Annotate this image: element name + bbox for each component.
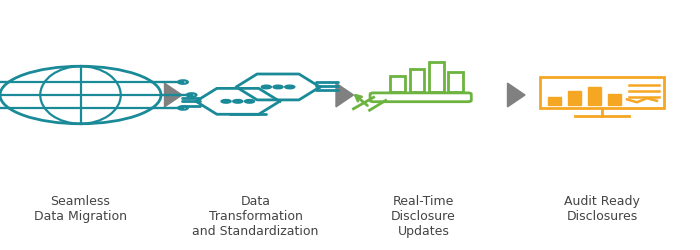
Circle shape	[261, 85, 272, 89]
Bar	[568, 91, 581, 105]
Circle shape	[273, 85, 283, 89]
Text: Audit Ready
Disclosures: Audit Ready Disclosures	[564, 195, 640, 223]
Polygon shape	[336, 83, 354, 107]
Text: Seamless
Data Migration: Seamless Data Migration	[34, 195, 127, 223]
Bar	[540, 78, 664, 108]
Text: Data
Transformation
and Standardization: Data Transformation and Standardization	[193, 195, 318, 238]
Bar	[410, 68, 424, 92]
Text: Real-Time
Disclosure
Updates: Real-Time Disclosure Updates	[391, 195, 456, 238]
Circle shape	[285, 85, 295, 89]
Polygon shape	[164, 83, 182, 107]
Circle shape	[233, 100, 243, 103]
Bar	[588, 86, 601, 105]
Bar	[391, 76, 405, 92]
Circle shape	[244, 100, 255, 103]
Bar	[608, 94, 621, 105]
Bar	[449, 72, 463, 92]
Bar	[548, 97, 561, 105]
Polygon shape	[508, 83, 525, 107]
Bar	[429, 62, 444, 92]
Circle shape	[221, 100, 231, 103]
